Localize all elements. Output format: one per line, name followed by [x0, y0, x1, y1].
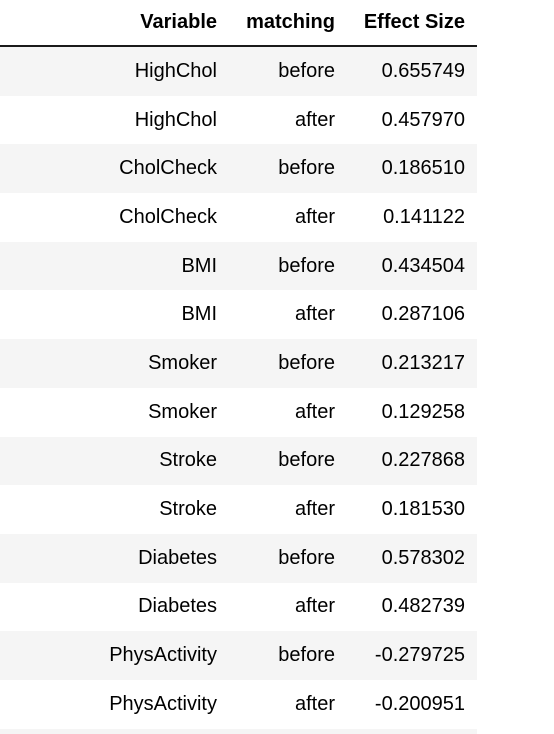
cell-effect-size: -0.279725: [347, 631, 477, 680]
table-row: Diabetes before 0.578302: [0, 533, 477, 583]
cell-matching: after: [229, 485, 347, 534]
table-row: Smoker before 0.213217: [0, 339, 477, 388]
cell-variable: PhysActivity: [0, 631, 229, 680]
cell-variable: HighChol: [0, 95, 229, 145]
table-row: BMI after 0.287106: [0, 290, 477, 340]
cell-variable: CholCheck: [0, 193, 229, 242]
effect-size-table: Variable matching Effect Size HighChol b…: [0, 0, 477, 729]
table-row: HighChol after 0.457970: [0, 95, 477, 145]
cell-variable: BMI: [0, 241, 229, 291]
table-row: Smoker after 0.129258: [0, 387, 477, 437]
table-row: PhysActivity after -0.200951: [0, 679, 477, 729]
cell-variable: BMI: [0, 290, 229, 340]
cell-effect-size: 0.181530: [347, 485, 477, 534]
header-matching: matching: [229, 0, 347, 47]
cell-variable: Stroke: [0, 436, 229, 486]
cell-effect-size: 0.482739: [347, 582, 477, 632]
cell-effect-size: 0.141122: [347, 193, 477, 242]
cell-matching: before: [229, 339, 347, 388]
table-row: Stroke before 0.227868: [0, 436, 477, 486]
cell-effect-size: 0.578302: [347, 533, 477, 583]
table-row: Stroke after 0.181530: [0, 485, 477, 534]
header-variable: Variable: [0, 0, 229, 47]
cell-variable: Diabetes: [0, 582, 229, 632]
next-row-partial: [0, 729, 477, 734]
cell-matching: after: [229, 582, 347, 632]
cell-effect-size: 0.186510: [347, 144, 477, 194]
cell-matching: after: [229, 95, 347, 145]
table-body: HighChol before 0.655749 HighChol after …: [0, 46, 477, 729]
cell-variable: Diabetes: [0, 533, 229, 583]
cell-effect-size: 0.287106: [347, 290, 477, 340]
cell-variable: Smoker: [0, 387, 229, 437]
cell-effect-size: -0.200951: [347, 679, 477, 729]
header-effect-size: Effect Size: [347, 0, 477, 47]
cell-matching: before: [229, 241, 347, 291]
cell-matching: after: [229, 679, 347, 729]
cell-effect-size: 0.457970: [347, 95, 477, 145]
cell-effect-size: 0.434504: [347, 241, 477, 291]
cell-variable: HighChol: [0, 46, 229, 96]
cell-variable: Smoker: [0, 339, 229, 388]
table-row: CholCheck after 0.141122: [0, 193, 477, 242]
cell-matching: before: [229, 144, 347, 194]
cell-matching: after: [229, 193, 347, 242]
cell-variable: PhysActivity: [0, 679, 229, 729]
cell-variable: Stroke: [0, 485, 229, 534]
cell-effect-size: 0.227868: [347, 436, 477, 486]
table-row: CholCheck before 0.186510: [0, 144, 477, 194]
cell-variable: CholCheck: [0, 144, 229, 194]
table-header: Variable matching Effect Size: [0, 0, 477, 47]
cell-matching: before: [229, 533, 347, 583]
cell-effect-size: 0.655749: [347, 46, 477, 96]
cell-matching: after: [229, 290, 347, 340]
table-row: BMI before 0.434504: [0, 241, 477, 291]
table-row: PhysActivity before -0.279725: [0, 631, 477, 680]
table-row: Diabetes after 0.482739: [0, 582, 477, 632]
cell-effect-size: 0.129258: [347, 387, 477, 437]
cell-matching: before: [229, 436, 347, 486]
cell-matching: before: [229, 631, 347, 680]
cell-matching: before: [229, 46, 347, 96]
cell-matching: after: [229, 387, 347, 437]
table-row: HighChol before 0.655749: [0, 46, 477, 96]
header-row: Variable matching Effect Size: [0, 0, 477, 47]
cell-effect-size: 0.213217: [347, 339, 477, 388]
